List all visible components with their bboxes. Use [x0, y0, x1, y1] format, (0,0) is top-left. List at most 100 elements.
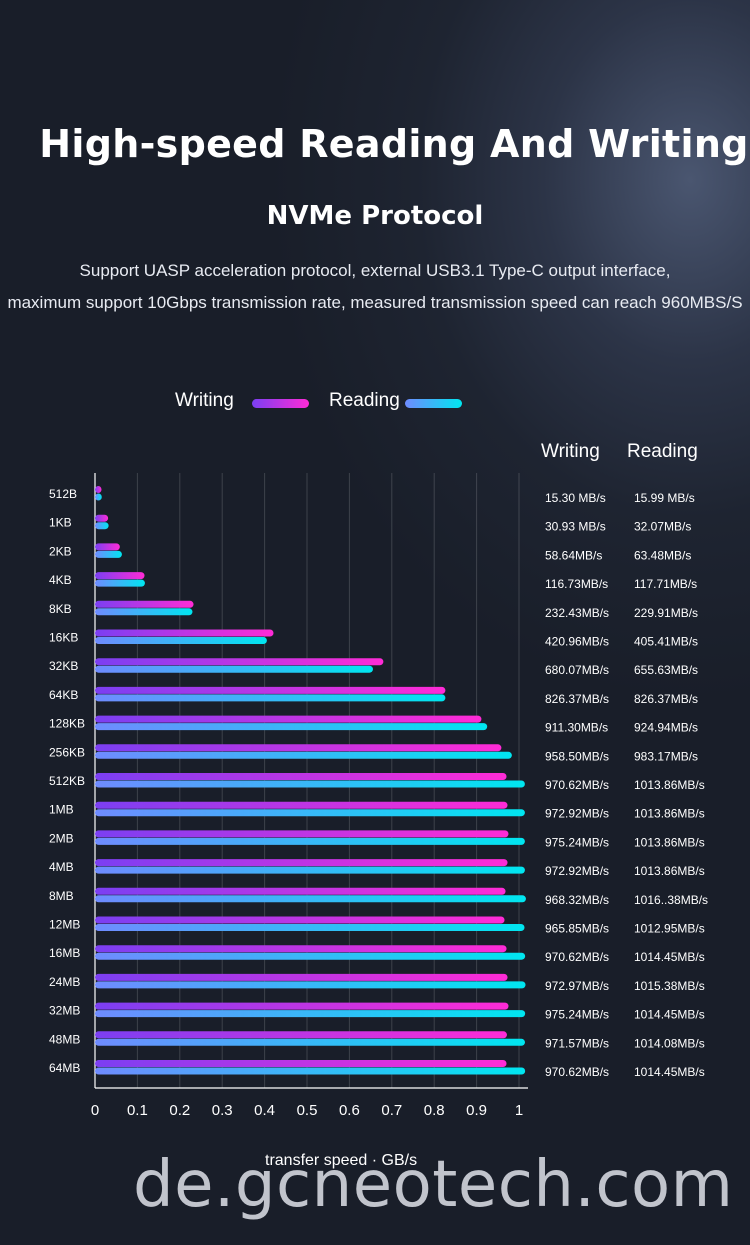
bar-reading [95, 866, 525, 874]
x-tick-label: 0.9 [466, 1102, 487, 1119]
category-label: 1MB [49, 803, 74, 817]
bar-reading [95, 837, 525, 845]
bar-reading [95, 637, 267, 644]
bar-reading [95, 1010, 526, 1018]
reading-value-label: 229.91MB/s [634, 606, 698, 620]
chart-bars [95, 486, 526, 1075]
bar-reading [95, 694, 446, 702]
writing-value-label: 420.96MB/s [545, 635, 609, 649]
category-label: 4MB [49, 860, 74, 874]
x-axis-title: transfer speed · GB/s [265, 1152, 418, 1169]
category-label: 4KB [49, 573, 72, 587]
bar-writing [95, 1002, 509, 1010]
table-header-writing: Writing [541, 441, 600, 462]
bar-reading [95, 522, 109, 530]
category-label: 8MB [49, 889, 74, 903]
x-tick-label: 0.4 [254, 1102, 275, 1119]
bar-reading [95, 723, 488, 731]
chart-labels: 0 0.1 0.2 0.3 0.4 0.5 0.6 0.7 0.8 0.9 1 512B 15.30 M… [49, 487, 708, 1119]
bar-reading [95, 809, 525, 817]
reading-value-label: 405.41MB/s [634, 635, 698, 649]
reading-value-label: 1015.38MB/s [634, 979, 705, 993]
reading-value-label: 1014.45MB/s [634, 950, 705, 964]
writing-value-label: 970.62MB/s [545, 1065, 609, 1079]
watermark: de.gcneotech.com [133, 1148, 734, 1222]
writing-value-label: 970.62MB/s [545, 950, 609, 964]
writing-value-label: 968.32MB/s [545, 893, 609, 907]
reading-value-label: 117.71MB/s [634, 577, 697, 591]
bar-reading [95, 1038, 525, 1046]
reading-value-label: 655.63MB/s [634, 663, 698, 677]
bar-writing [95, 887, 506, 895]
bar-reading [95, 780, 525, 788]
bar-reading [95, 665, 373, 673]
x-tick-label: 0 [91, 1102, 99, 1119]
legend-writing-swatch [252, 399, 309, 408]
category-label: 8KB [49, 602, 72, 616]
reading-value-label: 15.99 MB/s [634, 491, 695, 505]
x-tick-label: 0.1 [127, 1102, 148, 1119]
category-label: 64MB [49, 1061, 80, 1075]
reading-value-label: 1012.95MB/s [634, 922, 705, 936]
reading-value-label: 1014.45MB/s [634, 1008, 705, 1022]
bar-reading [95, 579, 145, 587]
x-tick-label: 0.2 [169, 1102, 190, 1119]
bar-reading [95, 550, 122, 558]
category-label: 2KB [49, 544, 72, 558]
x-tick-label: 0.8 [424, 1102, 445, 1119]
category-label: 2MB [49, 831, 74, 845]
writing-value-label: 975.24MB/s [545, 1008, 609, 1022]
bar-writing [95, 629, 274, 637]
x-tick-label: 0.7 [381, 1102, 402, 1119]
writing-value-label: 958.50MB/s [545, 749, 609, 763]
bar-writing [95, 1060, 507, 1067]
bar-writing [95, 830, 509, 838]
writing-value-label: 232.43MB/s [545, 606, 609, 620]
bar-reading [95, 608, 193, 616]
bar-writing [95, 801, 508, 809]
category-label: 16KB [49, 631, 78, 645]
category-label: 1KB [49, 516, 72, 530]
category-label: 24MB [49, 975, 80, 989]
category-label: 32MB [49, 1004, 80, 1018]
writing-value-label: 116.73MB/s [545, 577, 608, 591]
bar-reading [95, 952, 526, 960]
category-label: 256KB [49, 745, 85, 759]
reading-value-label: 1014.08MB/s [634, 1036, 705, 1050]
table-header-reading: Reading [627, 441, 698, 462]
reading-value-label: 32.07MB/s [634, 520, 691, 534]
writing-value-label: 30.93 MB/s [545, 520, 606, 534]
reading-value-label: 63.48MB/s [634, 548, 691, 562]
bar-reading [95, 981, 526, 989]
legend-writing-label: Writing [175, 390, 234, 411]
bar-reading [95, 493, 102, 501]
x-tick-label: 1 [515, 1102, 523, 1119]
writing-value-label: 826.37MB/s [545, 692, 609, 706]
writing-value-label: 975.24MB/s [545, 835, 609, 849]
bar-writing [95, 686, 446, 694]
reading-value-label: 1013.86MB/s [634, 835, 705, 849]
description-line-2: maximum support 10Gbps transmission rate… [7, 293, 743, 312]
page-subtitle: NVMe Protocol [266, 201, 484, 231]
reading-value-label: 1014.45MB/s [634, 1065, 705, 1079]
x-tick-label: 0.6 [339, 1102, 360, 1119]
bar-reading [95, 751, 512, 759]
category-label: 12MB [49, 918, 80, 932]
bar-writing [95, 658, 384, 666]
bar-writing [95, 600, 194, 608]
bar-writing [95, 744, 502, 752]
bar-writing [95, 715, 482, 723]
category-label: 128KB [49, 717, 85, 731]
writing-value-label: 972.92MB/s [545, 807, 609, 821]
bar-writing [95, 1031, 507, 1039]
bar-writing [95, 514, 109, 522]
x-tick-label: 0.3 [212, 1102, 233, 1119]
x-tick-label: 0.5 [297, 1102, 318, 1119]
writing-value-label: 911.30MB/s [545, 721, 608, 735]
bar-writing [95, 572, 145, 580]
reading-value-label: 1016..38MB/s [634, 893, 708, 907]
category-label: 512B [49, 487, 77, 501]
reading-value-label: 924.94MB/s [634, 721, 698, 735]
writing-value-label: 680.07MB/s [545, 663, 609, 677]
reading-value-label: 1013.86MB/s [634, 807, 705, 821]
